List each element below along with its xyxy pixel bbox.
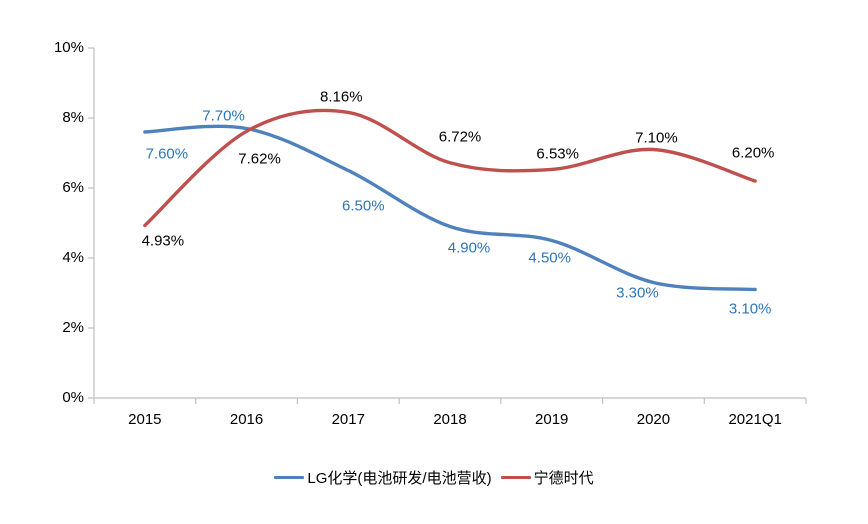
data-label-lg-chem: 4.50%	[528, 249, 571, 266]
data-label-lg-chem: 7.60%	[145, 145, 189, 163]
x-axis-label: 2021Q1	[728, 411, 782, 428]
series-line-catl	[143, 108, 757, 228]
x-axis-label: 2015	[128, 411, 162, 428]
data-label-catl: 6.72%	[438, 128, 482, 146]
y-tick-label: 4%	[62, 249, 84, 266]
data-label-lg-chem: 7.70%	[202, 107, 245, 124]
y-tick-label: 8%	[62, 109, 84, 126]
data-label-lg-chem: 3.30%	[616, 284, 659, 301]
data-label-lg-chem: 6.50%	[342, 197, 385, 214]
x-axis-label: 2017	[331, 411, 365, 428]
legend-label: LG化学(电池研发/电池营收)	[307, 469, 492, 487]
data-label-catl: 8.16%	[320, 88, 363, 106]
legend-line-icon	[500, 475, 531, 479]
data-label-catl: 7.10%	[635, 129, 678, 146]
x-axis-label: 2018	[433, 411, 467, 428]
data-label-catl: 6.20%	[731, 144, 775, 162]
data-label-catl: 6.53%	[536, 145, 579, 163]
legend-item-catl: 宁德时代	[500, 467, 594, 488]
y-tick-label: 2%	[62, 319, 84, 336]
data-label-catl: 4.93%	[141, 232, 185, 250]
legend-label: 宁德时代	[533, 469, 594, 487]
legend-line-icon	[274, 475, 305, 479]
x-axis-label: 2016	[229, 411, 264, 428]
y-tick-label: 6%	[62, 179, 84, 196]
data-label-lg-chem: 4.90%	[447, 239, 491, 256]
x-axis-label: 2020	[636, 411, 671, 428]
legend-item-lg-chem: LG化学(电池研发/电池营收)	[274, 467, 492, 488]
series-line-lg-chem	[143, 124, 757, 292]
data-label-lg-chem: 3.10%	[728, 300, 772, 317]
legend: LG化学(电池研发/电池营收) 宁德时代	[0, 466, 868, 488]
x-axis-label: 2019	[535, 411, 569, 428]
data-label-catl: 7.62%	[238, 150, 281, 168]
y-tick-label: 0%	[62, 389, 84, 406]
y-tick-label: 10%	[53, 39, 84, 56]
